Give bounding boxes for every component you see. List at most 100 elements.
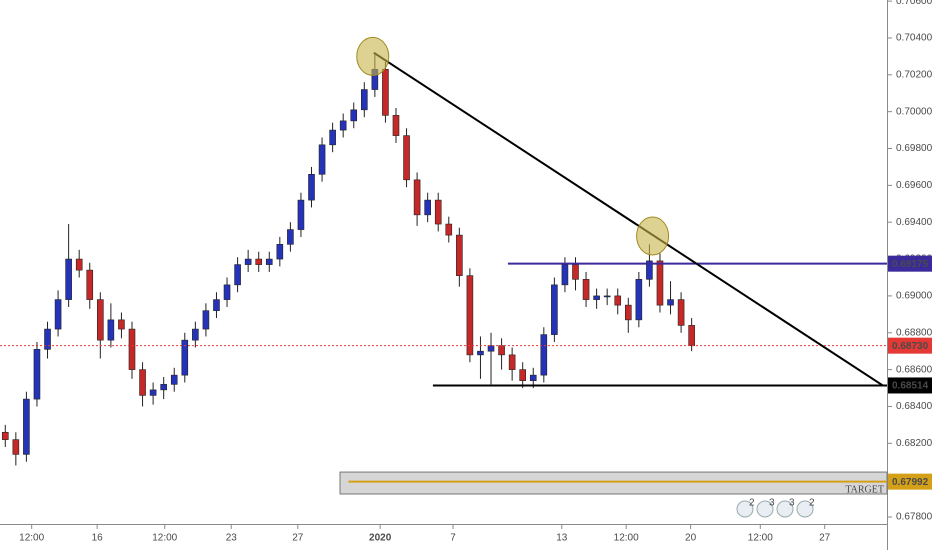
candle-body xyxy=(646,260,653,280)
y-tick-label: 0.70600 xyxy=(896,0,932,7)
candle-body xyxy=(107,319,115,341)
candle-body xyxy=(318,144,326,175)
candle-body xyxy=(287,229,294,245)
x-tick-label: 27 xyxy=(819,533,831,544)
candle-body xyxy=(508,354,516,370)
candle-body xyxy=(529,374,537,381)
candle-body xyxy=(603,295,611,298)
event-marker-label: 2 xyxy=(749,498,755,509)
candle-body xyxy=(255,258,263,265)
candle-body xyxy=(466,275,474,356)
x-tick-label: 23 xyxy=(226,533,238,544)
candle-body xyxy=(540,334,548,376)
x-tick-label: 12:00 xyxy=(748,533,773,544)
level-label: 0.67992 xyxy=(892,477,929,488)
candle-body xyxy=(593,295,600,300)
candle-body xyxy=(265,258,273,265)
candle-body xyxy=(329,129,336,146)
y-tick-label: 0.68800 xyxy=(896,327,932,338)
y-tick-label: 0.69400 xyxy=(896,217,932,228)
y-tick-label: 0.70400 xyxy=(896,33,932,44)
candle-body xyxy=(33,349,41,400)
candle-body xyxy=(339,120,347,131)
candle-body xyxy=(149,389,157,396)
level-label: 0.68730 xyxy=(892,341,929,352)
level-label-bg xyxy=(888,337,932,354)
candle-body xyxy=(65,258,72,300)
event-marker-label: 2 xyxy=(809,498,815,509)
candle-body xyxy=(350,109,358,122)
candle-body xyxy=(160,384,167,391)
level-label: 0.68514 xyxy=(892,381,929,392)
candle-body xyxy=(667,299,674,306)
y-tick-label: 0.70200 xyxy=(896,69,932,80)
candle-body xyxy=(551,284,558,335)
x-tick-label: 7 xyxy=(450,533,456,544)
y-tick-label: 0.67800 xyxy=(896,512,932,523)
x-tick-label: 12:00 xyxy=(19,533,44,544)
y-tick-label: 0.69800 xyxy=(896,143,932,154)
candle-body xyxy=(276,244,284,260)
trendline xyxy=(373,51,884,387)
candle-body xyxy=(572,264,579,280)
candle-body xyxy=(23,398,30,455)
event-marker xyxy=(736,500,754,518)
x-tick-label: 20 xyxy=(685,533,697,544)
candle-body xyxy=(213,299,220,311)
candle-body xyxy=(677,299,685,326)
candle-body xyxy=(75,258,83,271)
target-zone xyxy=(339,471,888,495)
y-tick-label: 0.70000 xyxy=(896,106,932,117)
y-tick-label: 0.68600 xyxy=(896,364,932,375)
y-tick-label: 0.69000 xyxy=(896,291,932,302)
candle-body xyxy=(582,279,590,300)
x-tick-label: 16 xyxy=(92,533,104,544)
candle-body xyxy=(392,115,400,136)
candle-body xyxy=(688,325,695,346)
candle-body xyxy=(12,439,20,455)
candle-body xyxy=(97,299,104,341)
candle-body xyxy=(656,260,664,306)
x-tick-label: 2020 xyxy=(369,533,392,544)
candle-body xyxy=(635,279,643,321)
event-marker xyxy=(756,500,774,518)
candle-body xyxy=(181,339,189,376)
candle-body xyxy=(403,135,410,181)
candle-body xyxy=(308,174,315,201)
level-label: 0.69175 xyxy=(892,259,929,270)
candle-body xyxy=(244,258,252,265)
candle-body xyxy=(487,345,495,352)
event-marker-label: 3 xyxy=(789,498,795,509)
x-tick-label: 27 xyxy=(292,533,304,544)
y-tick-label: 0.68400 xyxy=(896,401,932,412)
candle-body xyxy=(445,223,453,236)
x-tick-label: 12:00 xyxy=(152,533,177,544)
candle-body xyxy=(54,299,62,330)
candle-body xyxy=(234,264,241,286)
x-tick-label: 12:00 xyxy=(614,533,639,544)
x-tick-label: 13 xyxy=(556,533,568,544)
event-marker-label: 3 xyxy=(769,498,775,509)
highlight-circle xyxy=(636,216,670,256)
candle-body xyxy=(498,345,505,356)
candle-body xyxy=(382,68,389,116)
candle-body xyxy=(614,295,622,306)
candle-body xyxy=(361,89,368,111)
candle-body xyxy=(624,304,632,321)
candle-body xyxy=(424,199,431,216)
candle-body xyxy=(413,179,421,216)
candle-body xyxy=(297,199,305,230)
candle-body xyxy=(561,264,569,286)
candle-body xyxy=(128,328,136,370)
candle-body xyxy=(456,234,463,276)
y-tick-label: 0.69600 xyxy=(896,180,932,191)
candle-body xyxy=(170,374,178,385)
candle-body xyxy=(192,328,199,341)
candle-body xyxy=(519,369,526,381)
event-marker xyxy=(796,500,814,518)
level-label-bg xyxy=(888,255,932,272)
y-tick-label: 0.68200 xyxy=(896,438,932,449)
